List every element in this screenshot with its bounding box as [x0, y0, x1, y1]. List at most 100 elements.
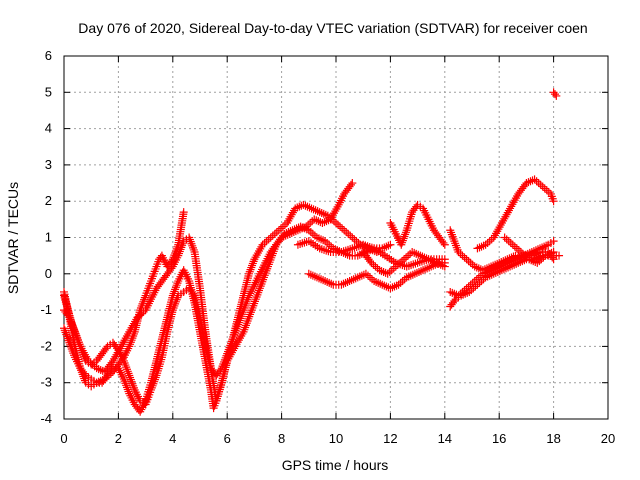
data-point [280, 229, 289, 238]
data-point [440, 262, 449, 271]
data-point [530, 175, 539, 184]
data-point [537, 255, 546, 264]
data-point [502, 235, 511, 244]
data-point [450, 297, 459, 306]
data-point [300, 224, 309, 233]
data-point [288, 226, 297, 235]
data-point [463, 288, 472, 297]
data-point [549, 197, 558, 206]
x-tick-label: 0 [60, 431, 67, 446]
data-point [274, 226, 283, 235]
data-point [343, 277, 352, 286]
data-point [527, 248, 536, 257]
data-point [423, 264, 432, 273]
data-point [306, 228, 315, 237]
x-tick-label: 18 [546, 431, 560, 446]
x-tick-label: 2 [115, 431, 122, 446]
data-point [398, 277, 407, 286]
data-point [303, 202, 312, 211]
data-point [417, 267, 425, 276]
data-point [404, 251, 413, 260]
data-point [348, 179, 357, 188]
data-point [380, 281, 389, 290]
data-point [543, 250, 552, 259]
data-point [408, 270, 417, 279]
data-point [440, 240, 449, 249]
data-point [317, 275, 326, 284]
data-point [412, 249, 421, 258]
data-point [470, 262, 479, 271]
data-point [397, 257, 406, 266]
data-point [375, 266, 384, 275]
data-point [424, 255, 433, 264]
data-point [535, 257, 544, 266]
data-point [485, 271, 494, 280]
data-point [533, 245, 542, 254]
data-point [306, 270, 315, 279]
data-point [369, 260, 378, 269]
data-point [474, 264, 483, 273]
series-track-d [60, 200, 381, 416]
data-point [481, 273, 490, 282]
data-point [90, 362, 99, 371]
data-point [337, 280, 346, 289]
data-point [381, 268, 390, 277]
data-point [94, 377, 103, 386]
data-point [346, 180, 355, 189]
data-point [538, 182, 547, 191]
data-point [352, 242, 361, 251]
x-tick-label: 16 [492, 431, 506, 446]
data-point [293, 240, 302, 249]
x-tick-label: 8 [278, 431, 285, 446]
y-tick-label: 2 [45, 193, 52, 208]
data-point [321, 237, 330, 246]
data-point [393, 260, 402, 269]
data-point [387, 266, 396, 275]
data-point [523, 253, 532, 262]
data-point [428, 257, 437, 266]
data-point [531, 258, 540, 267]
data-point [516, 258, 525, 267]
data-point [458, 251, 467, 260]
data-point [327, 215, 336, 224]
series-track-k [446, 251, 558, 311]
data-point [319, 236, 328, 245]
data-point [483, 238, 492, 247]
data-point [524, 178, 533, 187]
data-point [427, 262, 436, 271]
data-point [386, 284, 395, 293]
data-point [392, 281, 401, 290]
data-point [533, 258, 542, 267]
data-point [377, 267, 386, 276]
data-point [334, 220, 343, 229]
data-point [518, 257, 527, 266]
data-point [539, 253, 548, 262]
data-point [278, 222, 287, 231]
data-point [425, 263, 434, 272]
data-point [312, 233, 321, 242]
data-point [339, 279, 348, 288]
data-point [84, 356, 93, 365]
data-point [481, 240, 490, 249]
data-point [359, 270, 368, 279]
data-point [512, 259, 521, 268]
data-point [552, 91, 561, 100]
y-tick-label: -3 [40, 375, 52, 390]
data-point [514, 246, 523, 255]
y-tick-label: -1 [40, 302, 52, 317]
data-point [327, 279, 336, 288]
data-point [525, 248, 534, 257]
data-point [414, 250, 423, 259]
data-point [529, 247, 538, 256]
data-point [549, 255, 558, 264]
y-axis-label: SDTVAR / TECUs [5, 182, 21, 294]
data-point [525, 255, 534, 264]
data-point [473, 244, 482, 253]
data-point [506, 262, 515, 271]
data-point [406, 271, 415, 280]
data-point [411, 259, 420, 268]
data-point [497, 266, 506, 275]
data-point [348, 244, 357, 253]
data-point [270, 229, 279, 238]
